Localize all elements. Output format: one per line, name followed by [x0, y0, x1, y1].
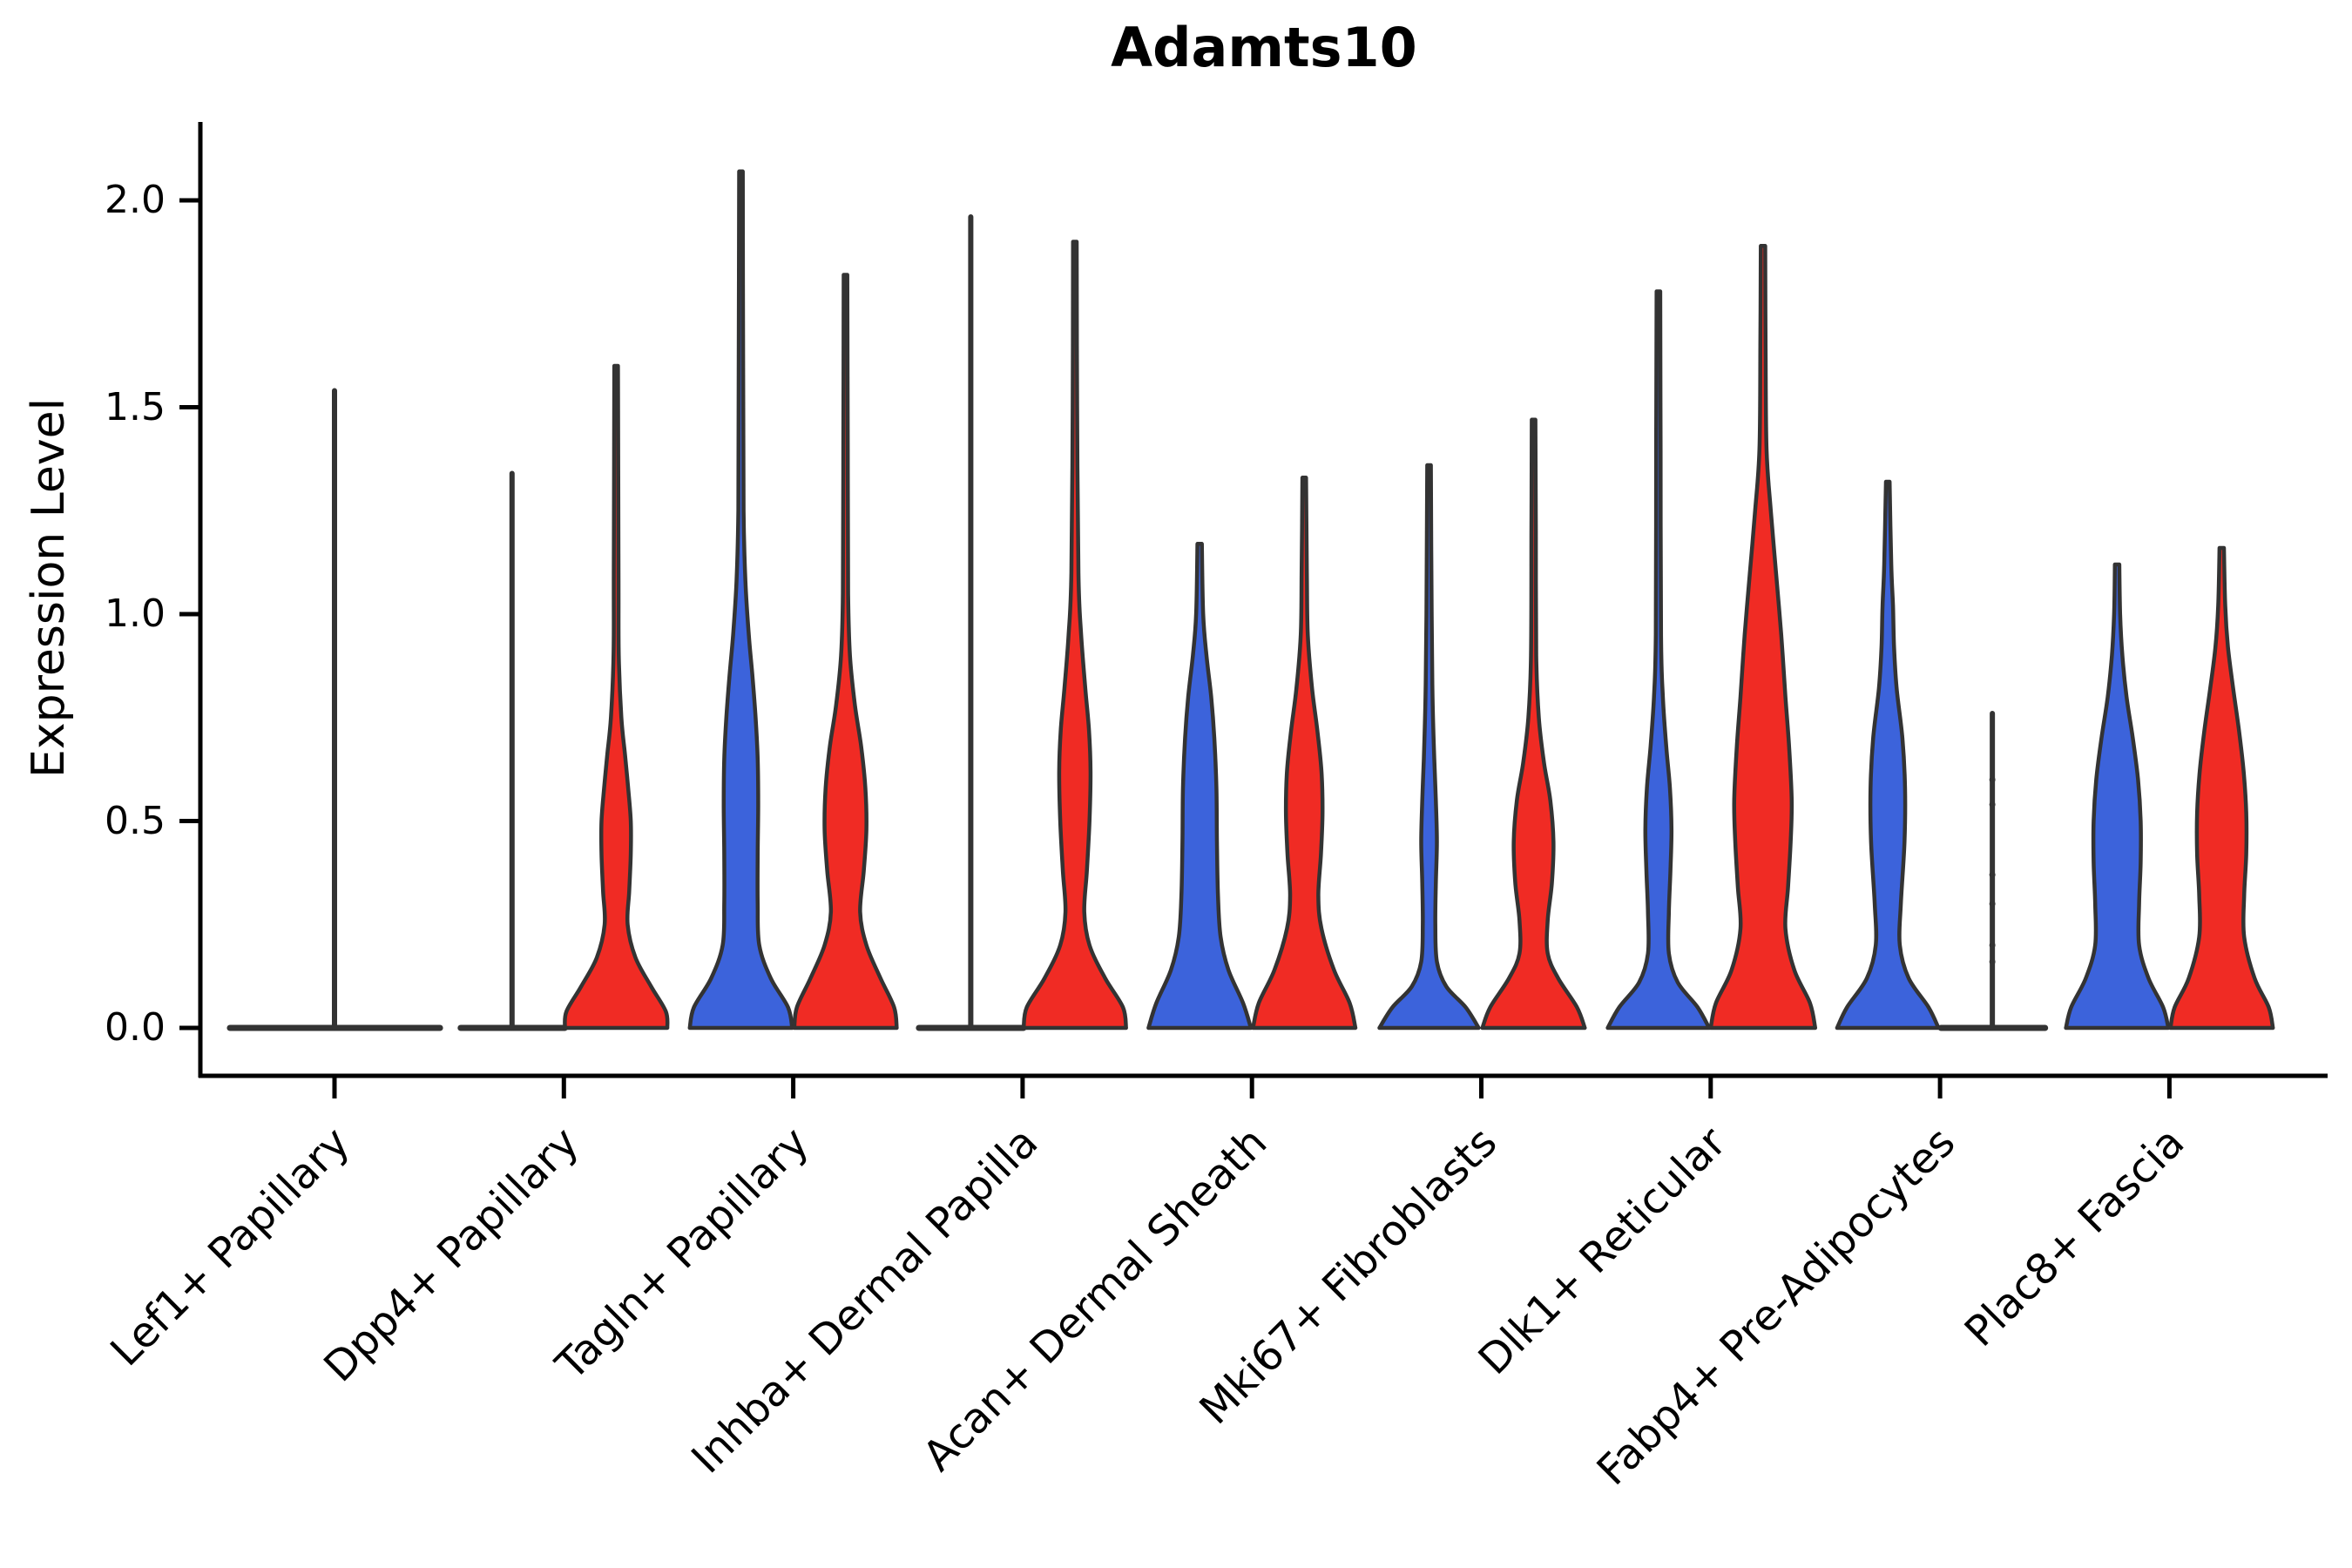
violin-body	[563, 363, 670, 1031]
chart-title: Adamts10	[1111, 16, 1417, 79]
data-point	[1989, 958, 1996, 965]
violin-body	[1146, 542, 1254, 1031]
y-tick-label: 0.0	[105, 1005, 166, 1050]
violin-body	[792, 273, 899, 1031]
data-point	[1989, 871, 1996, 878]
data-point	[1989, 901, 1996, 907]
violin-body	[1021, 240, 1128, 1031]
violin-body	[1480, 417, 1587, 1031]
violin-body	[1835, 479, 1941, 1031]
y-tick-label: 1.5	[105, 384, 166, 429]
y-tick-label: 2.0	[105, 178, 166, 222]
y-tick-label: 1.0	[105, 591, 166, 636]
violin-body	[1377, 463, 1481, 1031]
violin-body	[1251, 476, 1358, 1031]
data-point	[1989, 801, 1996, 808]
violin-body	[2168, 545, 2275, 1031]
y-tick-label: 0.5	[105, 798, 166, 843]
violin-body	[687, 169, 794, 1031]
violin-body	[2064, 562, 2171, 1031]
violin-body	[1708, 244, 1818, 1031]
violin-body	[1605, 289, 1712, 1031]
data-point	[1989, 942, 1996, 949]
data-point	[1989, 776, 1996, 783]
